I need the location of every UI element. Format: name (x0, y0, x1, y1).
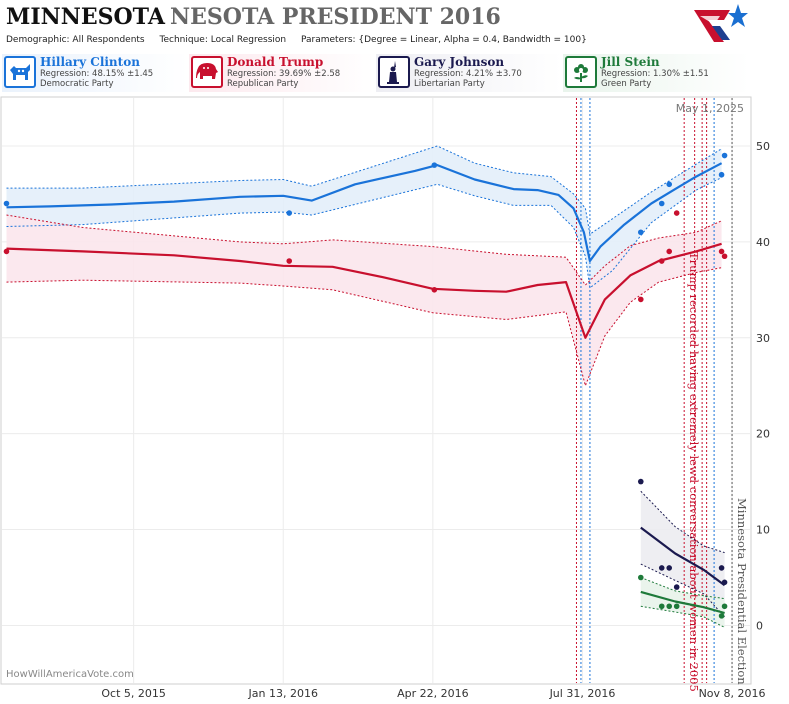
poll-point (658, 603, 665, 610)
site-logo-icon (694, 4, 748, 42)
y-tick-label: 50 (756, 140, 770, 153)
upper-bound-line (6, 214, 722, 286)
poll-point (666, 565, 673, 571)
candidate-party: Green Party (601, 79, 652, 89)
candidate-party: Republican Party (227, 79, 299, 89)
poll-point (286, 210, 293, 216)
legend-item-stein: Jill Stein Regression: 1.30% ±1.51 Green… (563, 54, 749, 92)
y-tick-label: 0 (756, 619, 763, 632)
event-label: Minnesota Presidential Election (735, 498, 749, 685)
poll-point (637, 574, 644, 581)
poll-point (718, 171, 725, 178)
poll-points (3, 152, 728, 619)
axis-labels: Oct 5, 2015 Jan 13, 2016 Apr 22, 2016 Jul 3… (101, 140, 770, 700)
candidate-regression: Regression: 39.69% ±2.58 (227, 69, 341, 79)
candidate-party: Libertarian Party (414, 79, 485, 89)
legend-item-trump: Donald Trump Regression: 39.69% ±2.58 Re… (189, 54, 375, 92)
poll-point (286, 258, 293, 264)
lower-bound-line (640, 605, 725, 628)
chart-title: MINNESOTA NESOTA PRESIDENT 2016 (6, 4, 501, 34)
candidate-legend: Hillary Clinton Regression: 48.15% ±1.45… (0, 54, 789, 94)
poll-point (673, 603, 680, 610)
x-tick-label: Nov 8, 2016 (699, 687, 766, 700)
candidate-regression: Regression: 1.30% ±1.51 (601, 69, 709, 79)
poll-point (721, 253, 728, 260)
poll-point (637, 296, 644, 303)
title-rest: NESOTA PRESIDENT 2016 (170, 4, 501, 30)
trend-line (640, 590, 725, 615)
title-state: MINNESOTA (6, 4, 165, 30)
poll-point (3, 248, 10, 255)
lower-bound-line (6, 267, 722, 388)
poll-point (721, 152, 728, 159)
chart-date-label: May 1, 2025 (676, 102, 744, 115)
parameters-label: Parameters: {Degree = Linear, Alpha = 0.… (301, 35, 587, 45)
poll-point (637, 229, 644, 236)
confidence-band (6, 146, 722, 288)
y-tick-label: 10 (756, 524, 770, 537)
event-markers: Trump recorded having extremely lewd con… (575, 98, 749, 692)
upper-bound-line (6, 145, 722, 236)
trend-line (6, 242, 722, 339)
poll-point (666, 248, 673, 255)
poll-point (721, 579, 728, 586)
y-tick-label: 40 (756, 236, 770, 249)
candidate-party: Democratic Party (40, 79, 114, 89)
demographic-label: Demographic: All Respondents (6, 35, 145, 45)
poll-point (666, 603, 673, 610)
trend-line (640, 526, 726, 587)
candidate-regression: Regression: 48.15% ±1.45 (40, 69, 154, 79)
poll-point (673, 210, 680, 216)
trend-lines (6, 145, 726, 628)
x-tick-label: Jul 31, 2016 (549, 687, 616, 700)
trend-line (6, 162, 723, 263)
parameters-row: Demographic: All Respondents Technique: … (6, 35, 587, 45)
upper-bound-line (640, 577, 725, 600)
x-tick-label: Oct 5, 2015 (101, 687, 166, 700)
poll-point (637, 478, 644, 485)
poll-point (431, 287, 438, 293)
legend-item-clinton: Hillary Clinton Regression: 48.15% ±1.45… (2, 54, 188, 92)
y-tick-label: 30 (756, 332, 770, 345)
candidate-regression: Regression: 4.21% ±3.70 (414, 69, 522, 79)
x-tick-label: Apr 22, 2016 (397, 687, 469, 700)
x-tick-label: Jan 13, 2016 (248, 687, 318, 700)
donkey-icon (4, 56, 36, 88)
lower-bound-line (6, 177, 722, 289)
poll-point (721, 603, 728, 610)
y-tick-label: 20 (756, 428, 770, 441)
poll-point (658, 565, 665, 571)
candidate-name: Donald Trump (227, 55, 324, 69)
poll-point (658, 200, 665, 207)
legend-item-johnson: Gary Johnson Regression: 4.21% ±3.70 Lib… (376, 54, 562, 92)
watermark: HowWillAmericaVote.com (6, 669, 134, 680)
confidence-band (6, 215, 722, 386)
poll-point (658, 258, 665, 264)
poll-point (718, 248, 725, 255)
poll-point (666, 181, 673, 188)
flower-icon (565, 56, 597, 88)
candidate-name: Gary Johnson (414, 55, 505, 69)
elephant-icon (191, 56, 223, 88)
confidence-band (640, 491, 725, 617)
poll-point (718, 565, 725, 571)
candidate-name: Hillary Clinton (40, 55, 140, 69)
poll-point (718, 613, 725, 619)
technique-label: Technique: Local Regression (159, 35, 287, 45)
poll-point (3, 200, 10, 207)
upper-bound-line (640, 490, 725, 554)
candidate-name: Jill Stein (601, 55, 660, 69)
poll-point (673, 584, 680, 590)
poll-point (431, 162, 438, 168)
lower-bound-line (640, 563, 725, 618)
regression-chart: Trump recorded having extremely lewd con… (0, 96, 770, 700)
liberty-statue-icon (378, 56, 410, 88)
